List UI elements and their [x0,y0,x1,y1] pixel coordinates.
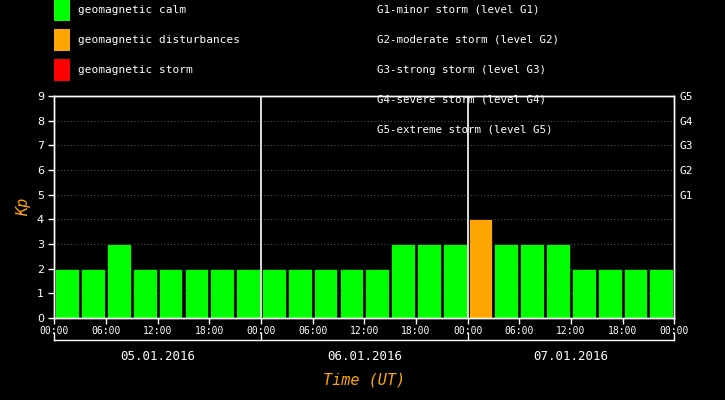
Bar [624,269,647,318]
Bar [365,269,389,318]
Bar [443,244,467,318]
Bar [107,244,130,318]
Bar [392,244,415,318]
Text: Time (UT): Time (UT) [323,372,405,388]
Bar [494,244,518,318]
Text: G5-extreme storm (level G5): G5-extreme storm (level G5) [377,125,552,135]
Bar [185,269,208,318]
Text: geomagnetic calm: geomagnetic calm [78,5,186,15]
Text: G2-moderate storm (level G2): G2-moderate storm (level G2) [377,35,559,45]
Bar [598,269,621,318]
Text: G4-severe storm (level G4): G4-severe storm (level G4) [377,95,546,105]
Bar [417,244,441,318]
Bar [339,269,363,318]
Bar [210,269,234,318]
Bar [546,244,570,318]
Text: 06.01.2016: 06.01.2016 [327,350,402,362]
Bar [468,219,492,318]
Bar [572,269,596,318]
Bar [133,269,157,318]
Bar [521,244,544,318]
Bar [288,269,312,318]
Bar [650,269,674,318]
Text: G1-minor storm (level G1): G1-minor storm (level G1) [377,5,539,15]
Y-axis label: Kp: Kp [16,198,31,216]
Bar [81,269,105,318]
Text: G3-strong storm (level G3): G3-strong storm (level G3) [377,65,546,75]
Text: 07.01.2016: 07.01.2016 [534,350,608,362]
Bar [262,269,286,318]
Text: geomagnetic storm: geomagnetic storm [78,65,192,75]
Bar [55,269,79,318]
Text: 05.01.2016: 05.01.2016 [120,350,195,362]
Bar [159,269,183,318]
Bar [314,269,337,318]
Bar [236,269,260,318]
Text: geomagnetic disturbances: geomagnetic disturbances [78,35,239,45]
